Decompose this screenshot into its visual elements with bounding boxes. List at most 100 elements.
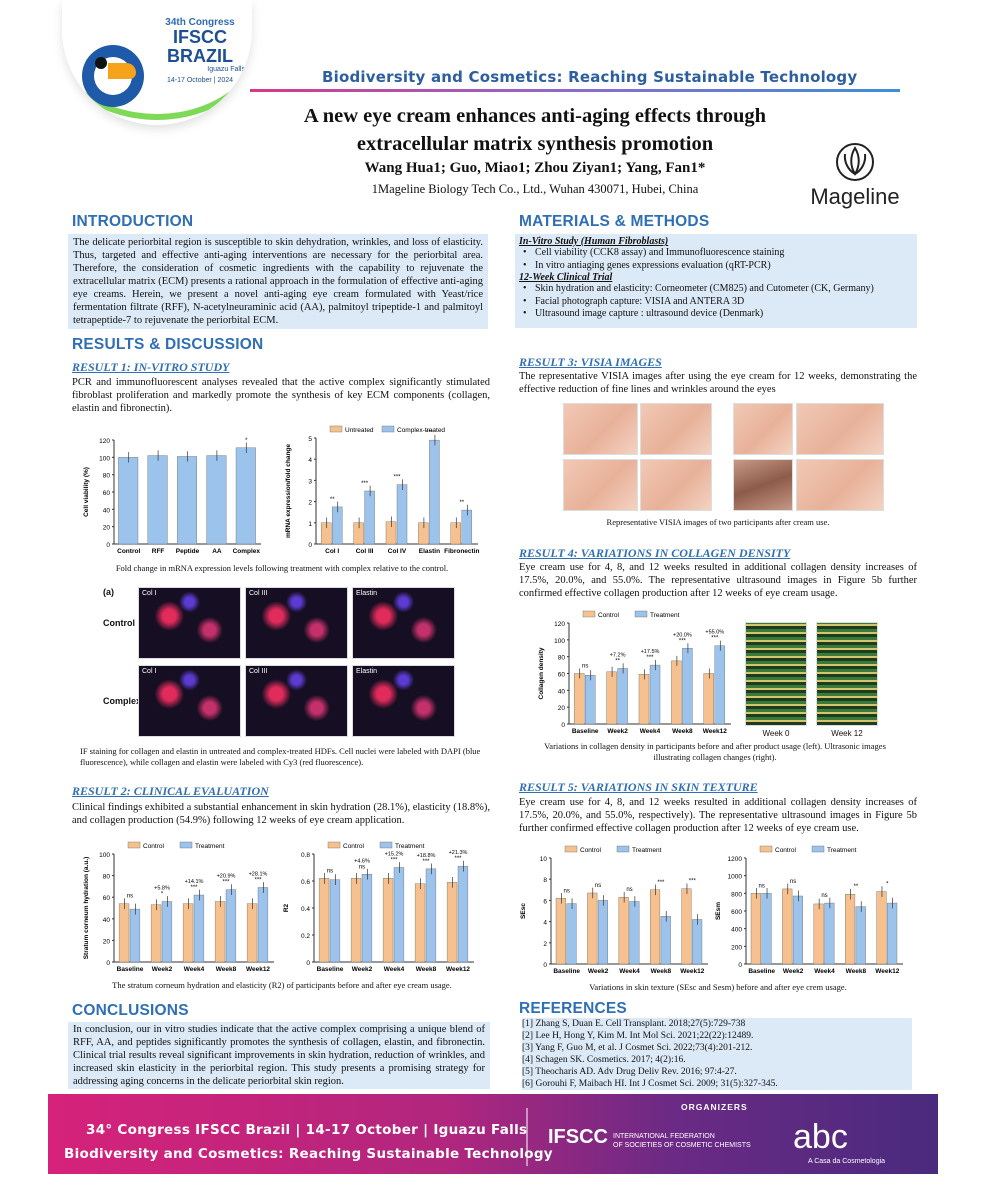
chart-bar [638, 674, 650, 725]
ifscc-logo: IFSCC [548, 1126, 608, 1148]
logo-arc [62, 0, 252, 120]
if-image: Col III [245, 665, 348, 737]
significance-label: ns [790, 879, 796, 885]
y-axis-label: mRNA expression/fold change [285, 444, 292, 538]
if-image: Elastin [352, 665, 455, 737]
significance-label: ns [626, 887, 632, 893]
legend-swatch [381, 425, 395, 433]
title-line-1: A new eye cream enhances anti-aging effe… [303, 105, 767, 127]
chart-bar [782, 888, 793, 965]
chart-bar [396, 484, 408, 545]
chart-bar [650, 889, 661, 965]
reference-item: [2] Lee H, Hong Y, Kim M. Int Mol Sci. 2… [522, 1031, 754, 1041]
chart-bar [457, 865, 469, 963]
sesm-chart: 0 200 400 600 800 1000 1200 SEsm Baseline ns Week2… [715, 845, 903, 975]
chart-bar [393, 867, 405, 963]
result1-heading: RESULT 1: IN-VITRO STUDY [72, 360, 230, 374]
mageline-logo: Mageline [800, 140, 910, 210]
y-axis-label: SEsc [520, 903, 527, 919]
percent-label: +20.9% [217, 874, 236, 880]
y-tick-label: 200 [731, 944, 742, 951]
y-tick-label: 40 [103, 507, 111, 514]
y-tick-label: 8 [543, 877, 547, 884]
result3-heading: RESULT 3: VISIA IMAGES [519, 355, 662, 369]
poster-title: A new eye cream enhances anti-aging effe… [210, 102, 860, 158]
significance-label: ns [759, 883, 765, 889]
chart-bar [257, 887, 269, 963]
y-tick-label: 0.6 [301, 879, 310, 886]
reference-item: [5] Theocharis AD. Adv Drug Deliv Rev. 2… [522, 1067, 737, 1077]
x-tick-label: Week2 [783, 968, 804, 975]
y-tick-label: 0 [738, 962, 742, 969]
significance-label: ** [615, 658, 620, 664]
significance-label: ns [582, 664, 588, 670]
significance-label: ns [327, 868, 333, 874]
legend-swatch [759, 845, 773, 853]
if-col-label: Elastin [356, 668, 378, 675]
y-tick-label: 4 [308, 457, 312, 464]
y-tick-label: 100 [99, 455, 110, 462]
legend-label: Control [580, 847, 602, 854]
visia-image [733, 403, 793, 455]
visia-image [563, 403, 638, 455]
if-row-control: Control [103, 618, 135, 628]
x-tick-label: Week12 [680, 968, 704, 975]
chart-bar [206, 455, 227, 545]
significance-label: *** [657, 880, 665, 886]
legend-label: Treatment [632, 847, 662, 854]
legend-label: Complex-treated [397, 427, 445, 434]
if-image: Col I [138, 665, 241, 737]
chart-bar [350, 878, 362, 963]
y-tick-label: 20 [103, 938, 111, 945]
chart-bar [617, 668, 628, 725]
chart-bar [703, 673, 714, 725]
x-tick-label: Baseline [317, 966, 344, 973]
percent-label: +21.3% [449, 850, 468, 856]
x-tick-label: Week8 [846, 968, 867, 975]
legend-swatch [811, 845, 825, 853]
chart-bar [461, 509, 473, 545]
chart-bar [660, 916, 671, 965]
x-tick-label: RFF [152, 548, 165, 555]
percent-label: +55.0% [705, 630, 724, 636]
visia-image [640, 403, 712, 455]
significance-label: ns [127, 894, 133, 900]
y-tick-label: 0 [561, 722, 565, 729]
legend-swatch [616, 845, 630, 853]
x-tick-label: Complex [233, 548, 261, 555]
hydration-chart: 0 20 40 60 80 100 Stratum corneum hydration (a… [83, 841, 274, 973]
chart-bar [193, 894, 205, 963]
chart-bar [681, 888, 692, 965]
x-tick-label: Col IV [388, 548, 407, 555]
y-tick-label: 100 [554, 638, 565, 645]
chart-bar [150, 904, 162, 963]
chart-bar [618, 897, 629, 965]
chart-bar [118, 457, 139, 545]
elasticity-chart: 00.20.40.60.8R2BaselinensWeek2ns+4.6%Wee… [283, 841, 474, 973]
congress-city: Iguazu Falls [207, 66, 245, 73]
y-tick-label: 20 [103, 525, 111, 532]
chart-bar [824, 902, 835, 965]
chart-bar [792, 895, 803, 965]
title-line-2: extracellular matrix synthesis promotion [356, 133, 714, 155]
chart-bar [147, 455, 168, 545]
chart-bar [225, 889, 237, 963]
x-tick-label: Week4 [640, 728, 661, 735]
methods-sub-clinical: 12-Week Clinical Trial [519, 272, 613, 283]
legend-label: Control [143, 843, 165, 850]
significance-label: ns [564, 888, 570, 894]
organizers-label: ORGANIZERS [681, 1102, 748, 1112]
x-tick-label: Baseline [748, 968, 775, 975]
visia-image [796, 403, 884, 455]
y-tick-label: 20 [558, 705, 566, 712]
x-tick-label: Baseline [572, 728, 599, 735]
congress-dates: 14-17 October | 2024 [166, 77, 234, 84]
significance-label: *** [646, 655, 654, 661]
x-tick-label: Week12 [703, 728, 727, 735]
significance-label: *** [222, 880, 230, 886]
significance-label: ** [459, 500, 464, 506]
result1-caption-1: Fold change in mRNA expression levels fo… [115, 563, 449, 573]
results-heading: RESULTS & DISCUSSION [72, 336, 264, 353]
x-tick-label: Baseline [553, 968, 580, 975]
x-tick-label: Week2 [588, 968, 609, 975]
